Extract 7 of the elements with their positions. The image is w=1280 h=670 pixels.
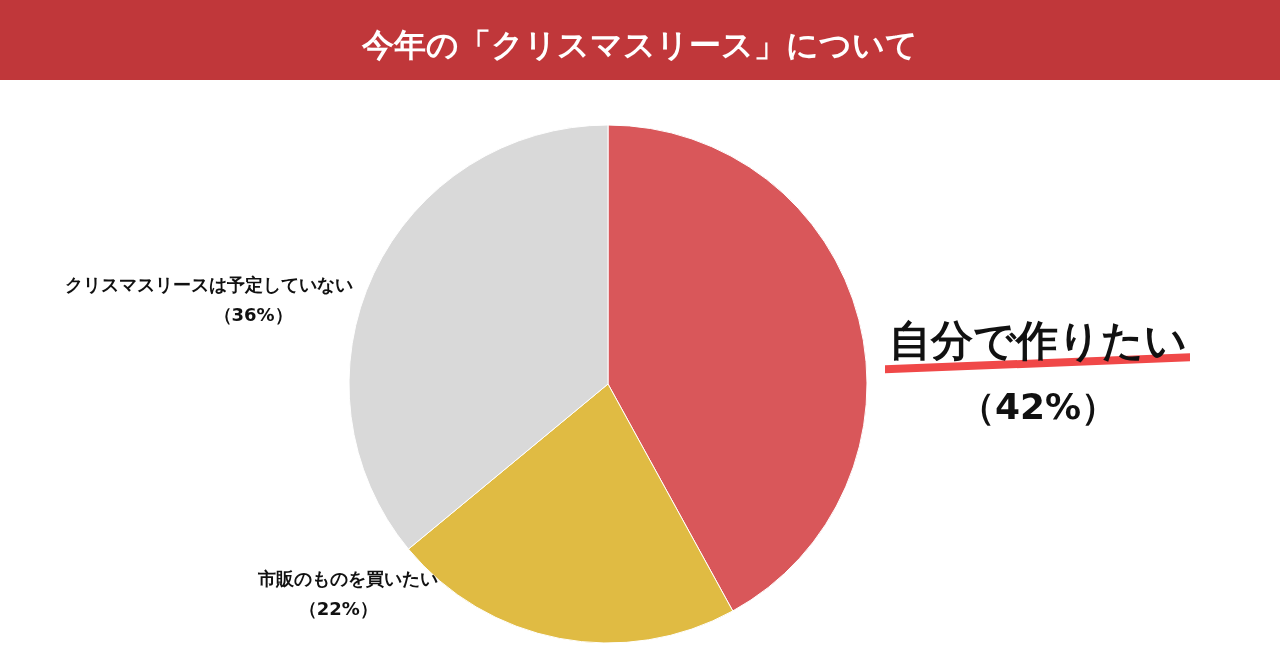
data-label: （36%） <box>213 304 293 326</box>
data-label: （42%） <box>958 386 1118 428</box>
chart-title: 今年の「クリスマスリース」について <box>361 26 918 64</box>
data-label: （22%） <box>298 598 378 620</box>
slice-label: 自分で作りたい <box>889 316 1187 366</box>
slice-label: クリスマスリースは予定していない <box>64 274 353 296</box>
slice-label: 市販のものを買いたい <box>256 568 438 590</box>
